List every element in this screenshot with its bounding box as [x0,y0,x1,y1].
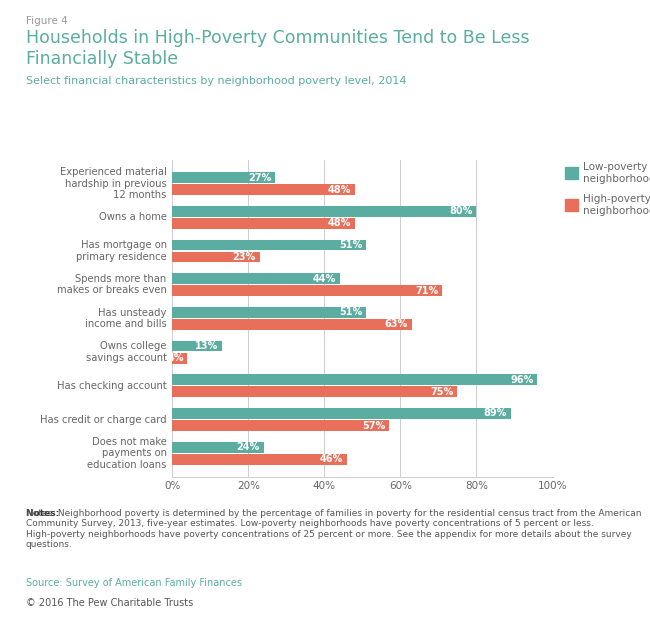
Text: Households in High-Poverty Communities Tend to Be Less
Financially Stable: Households in High-Poverty Communities T… [26,29,530,68]
Text: 48%: 48% [328,218,351,228]
Text: 63%: 63% [385,319,408,330]
Text: 71%: 71% [415,286,438,296]
Text: Notes:: Notes: [26,509,62,518]
Text: 46%: 46% [320,454,343,464]
Legend: Low-poverty
neighborhoods, High-poverty
neighborhoods: Low-poverty neighborhoods, High-poverty … [566,162,650,216]
Bar [172,420,389,431]
Bar [172,442,263,452]
Text: 48%: 48% [328,185,351,195]
Text: 24%: 24% [237,442,260,452]
Text: 57%: 57% [362,420,385,431]
Bar [172,340,222,351]
Bar [172,387,458,397]
Bar [172,454,347,465]
Bar [172,239,366,250]
Bar [172,273,339,284]
Text: Select financial characteristics by neighborhood poverty level, 2014: Select financial characteristics by neig… [26,76,406,86]
Bar [172,218,355,228]
Text: Notes: Neighborhood poverty is determined by the percentage of families in pover: Notes: Neighborhood poverty is determine… [26,509,642,549]
Bar [172,319,412,330]
Text: 89%: 89% [484,408,507,419]
Text: 4%: 4% [167,353,184,363]
Bar [172,408,511,419]
Text: Figure 4: Figure 4 [26,16,68,26]
Text: Source: Survey of American Family Finances: Source: Survey of American Family Financ… [26,578,242,588]
Text: 27%: 27% [248,173,271,182]
Text: © 2016 The Pew Charitable Trusts: © 2016 The Pew Charitable Trusts [26,598,193,609]
Text: 75%: 75% [430,387,454,397]
Bar [172,285,442,296]
Text: 44%: 44% [313,274,336,284]
Bar [172,206,476,216]
Bar [172,184,355,195]
Text: 80%: 80% [449,206,473,216]
Bar [172,172,275,183]
Text: 96%: 96% [510,375,534,385]
Text: 23%: 23% [233,252,256,262]
Text: 13%: 13% [194,341,218,351]
Bar [172,374,538,385]
Bar [172,307,366,317]
Text: 51%: 51% [339,240,363,250]
Bar [172,353,187,364]
Bar [172,252,260,262]
Text: 51%: 51% [339,307,363,317]
